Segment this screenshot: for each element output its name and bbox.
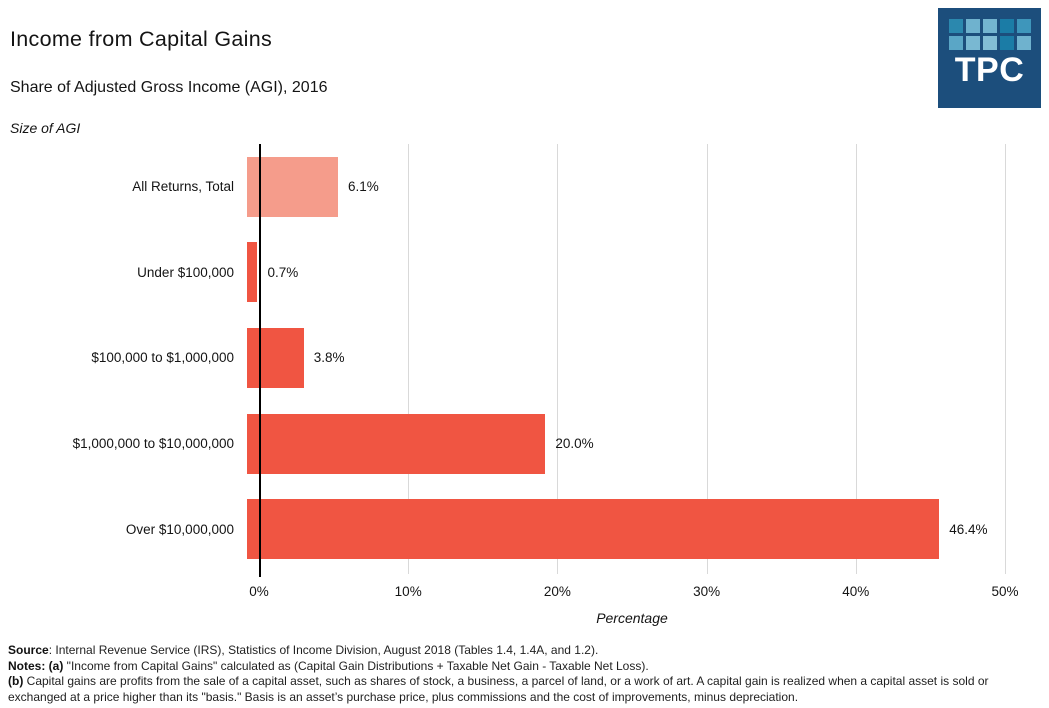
category-label: $100,000 to $1,000,000 bbox=[91, 350, 234, 366]
chart-row: Over $10,000,000 46.4% bbox=[0, 486, 1049, 572]
bar-track: 6.1% bbox=[247, 156, 1035, 217]
bar bbox=[247, 413, 546, 474]
note-b-label: (b) bbox=[8, 674, 24, 689]
notes-text: "Income from Capital Gains" calculated a… bbox=[63, 658, 649, 673]
logo-text: TPC bbox=[954, 51, 1025, 89]
bar-track: 20.0% bbox=[247, 413, 1035, 474]
chart-row: All Returns, Total 6.1% bbox=[0, 144, 1049, 230]
bar-value-label: 46.4% bbox=[949, 521, 988, 537]
bar bbox=[247, 156, 338, 217]
x-tick-label: 30% bbox=[693, 584, 721, 599]
logo-square-icon bbox=[999, 19, 1014, 33]
bar-track: 0.7% bbox=[247, 242, 1035, 303]
x-tick-label: 40% bbox=[842, 584, 870, 599]
logo-square-icon bbox=[982, 19, 997, 33]
bar bbox=[247, 499, 940, 560]
x-tick-label: 0% bbox=[249, 584, 269, 599]
y-axis-line bbox=[259, 144, 261, 577]
bar-rows: All Returns, Total 6.1% Under $100,000 0.7%… bbox=[0, 144, 1049, 572]
category-label: Under $100,000 bbox=[137, 264, 234, 280]
source-line: Source: Internal Revenue Service (IRS), … bbox=[8, 643, 1041, 659]
footer-notes: Source: Internal Revenue Service (IRS), … bbox=[8, 643, 1041, 705]
bar-value-label: 0.7% bbox=[267, 264, 299, 280]
logo-square-icon bbox=[982, 36, 997, 50]
logo-square-icon bbox=[965, 19, 980, 33]
bar-value-label: 3.8% bbox=[313, 350, 345, 366]
axis-group-title: Size of AGI bbox=[10, 120, 81, 136]
note-b-text: Capital gains are profits from the sale … bbox=[8, 674, 989, 704]
gridlines bbox=[259, 144, 1006, 576]
bar bbox=[247, 327, 304, 388]
source-label: Source bbox=[8, 643, 49, 657]
x-tick-label: 10% bbox=[394, 584, 422, 599]
chart-row: $100,000 to $1,000,000 3.8% bbox=[0, 315, 1049, 401]
category-label: All Returns, Total bbox=[132, 179, 234, 195]
notes-line: Notes: (a) "Income from Capital Gains" c… bbox=[8, 659, 1041, 675]
note-b-line: (b) Capital gains are profits from the s… bbox=[8, 674, 1041, 705]
x-axis-label: Percentage bbox=[596, 610, 668, 626]
notes-label: Notes: (a) bbox=[8, 658, 64, 673]
logo-square-icon bbox=[1016, 19, 1031, 33]
bar-track: 3.8% bbox=[247, 327, 1035, 388]
x-tick-label: 20% bbox=[543, 584, 571, 599]
bar-value-label: 6.1% bbox=[348, 179, 379, 195]
page-title: Income from Capital Gains bbox=[10, 27, 273, 51]
chart-header: Income from Capital Gains Share of Adjus… bbox=[0, 0, 1049, 136]
logo-square-icon bbox=[948, 36, 963, 50]
chart-subtitle: Share of Adjusted Gross Income (AGI), 20… bbox=[10, 79, 328, 96]
source-text: : Internal Revenue Service (IRS), Statis… bbox=[48, 643, 599, 657]
x-axis-ticks: 0% 10% 20% 30% 40% 50% bbox=[249, 584, 1018, 602]
x-tick-label: 50% bbox=[991, 584, 1019, 599]
tpc-logo: TPC bbox=[938, 8, 1041, 108]
logo-square-icon bbox=[965, 36, 980, 50]
gridline bbox=[706, 144, 708, 574]
logo-square-icon bbox=[999, 36, 1014, 50]
bar bbox=[247, 242, 258, 303]
category-label: Over $10,000,000 bbox=[125, 521, 234, 537]
chart-row: Under $100,000 0.7% bbox=[0, 230, 1049, 316]
bar-value-label: 20.0% bbox=[555, 436, 594, 452]
bar-track: 46.4% bbox=[247, 499, 1035, 560]
logo-squares-grid-icon bbox=[948, 19, 1031, 50]
gridline bbox=[855, 144, 857, 574]
logo-square-icon bbox=[948, 19, 963, 33]
logo-square-icon bbox=[1016, 36, 1031, 50]
gridline bbox=[1005, 144, 1006, 574]
chart-row: $1,000,000 to $10,000,000 20.0% bbox=[0, 401, 1049, 487]
bar-chart: All Returns, Total 6.1% Under $100,000 0.7%… bbox=[0, 144, 1049, 628]
gridline bbox=[557, 144, 559, 574]
category-label: $1,000,000 to $10,000,000 bbox=[72, 436, 234, 452]
gridline bbox=[408, 144, 410, 574]
